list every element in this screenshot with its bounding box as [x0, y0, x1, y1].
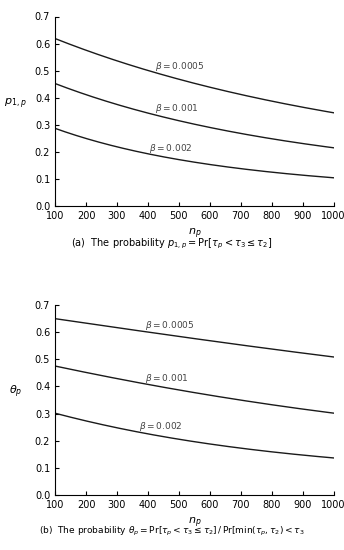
Y-axis label: $p_{1,p}$: $p_{1,p}$ — [4, 97, 27, 112]
Text: $\beta = 0.0005$: $\beta = 0.0005$ — [146, 320, 195, 332]
Text: $\beta = 0.002$: $\beta = 0.002$ — [149, 141, 192, 155]
Y-axis label: $\theta_p$: $\theta_p$ — [9, 384, 22, 400]
Text: $\beta = 0.001$: $\beta = 0.001$ — [155, 102, 198, 116]
X-axis label: $n_p$: $n_p$ — [187, 515, 201, 530]
X-axis label: $n_p$: $n_p$ — [187, 227, 201, 241]
Text: (b)  The probability $\theta_p = \Pr[\tau_p < \tau_3 \leq \tau_2]\,/\,\Pr[\min(\: (b) The probability $\theta_p = \Pr[\tau… — [39, 525, 305, 538]
Text: $\beta = 0.0005$: $\beta = 0.0005$ — [155, 60, 204, 73]
Text: $\beta = 0.001$: $\beta = 0.001$ — [146, 372, 189, 384]
Text: $\beta = 0.002$: $\beta = 0.002$ — [139, 420, 183, 433]
Text: (a)  The probability $p_{1,p} = \Pr[\tau_p < \tau_3 \leq \tau_2]$: (a) The probability $p_{1,p} = \Pr[\tau_… — [72, 236, 272, 251]
